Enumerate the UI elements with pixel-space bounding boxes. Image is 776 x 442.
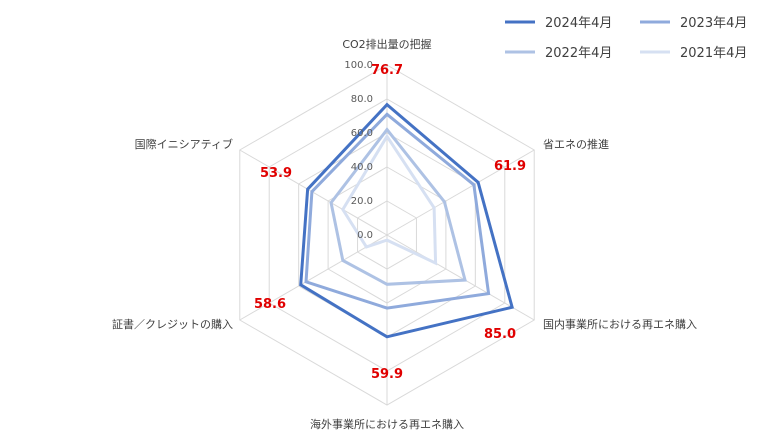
grid-spoke [239, 234, 388, 321]
grid-layer [239, 64, 535, 406]
axis-label: 省エネの推進 [543, 137, 609, 151]
tick-layer: 0.0 20.0 40.0 60.0 80.0 100.0 [344, 60, 373, 241]
axis-label: 国内事業所における再エネ購入 [543, 317, 697, 331]
data-label: 61.9 [494, 159, 526, 174]
series-line-4 [341, 133, 438, 266]
legend-label: 2022年4月 [545, 46, 612, 61]
axis-label: 国際イニシアティブ [135, 137, 233, 151]
series-line-3 [329, 127, 467, 286]
tick-label: 20.0 [351, 196, 373, 207]
value-label-layer: 76.7 61.9 85.0 59.9 58.6 53.9 [254, 63, 526, 382]
grid-spoke [386, 149, 535, 236]
legend-label: 2023年4月 [680, 16, 747, 31]
legend-label: 2021年4月 [680, 46, 747, 61]
legend: 2024年4月 2023年4月 2022年4月 2021年4月 [505, 16, 747, 61]
data-label: 76.7 [371, 63, 403, 78]
axis-label-layer: CO2排出量の把握省エネの推進国内事業所における再エネ購入海外事業所における再エ… [112, 37, 697, 431]
series-line-1 [299, 102, 514, 339]
data-label: 85.0 [484, 327, 516, 342]
data-label: 58.6 [254, 297, 286, 312]
tick-label: 60.0 [351, 128, 373, 139]
series-line-2 [304, 112, 491, 310]
grid-spoke [239, 149, 388, 236]
grid-spoke [386, 234, 535, 321]
tick-label: 0.0 [357, 230, 373, 241]
data-label: 59.9 [371, 367, 403, 382]
axis-label: 証書／クレジットの購入 [112, 317, 233, 331]
tick-label: 40.0 [351, 162, 373, 173]
axis-label: 海外事業所における再エネ購入 [310, 417, 464, 431]
data-label: 53.9 [260, 166, 292, 181]
axis-label: CO2排出量の把握 [342, 37, 431, 51]
legend-label: 2024年4月 [545, 16, 612, 31]
series-layer [299, 102, 514, 339]
tick-label: 100.0 [344, 60, 373, 71]
tick-label: 80.0 [351, 94, 373, 105]
